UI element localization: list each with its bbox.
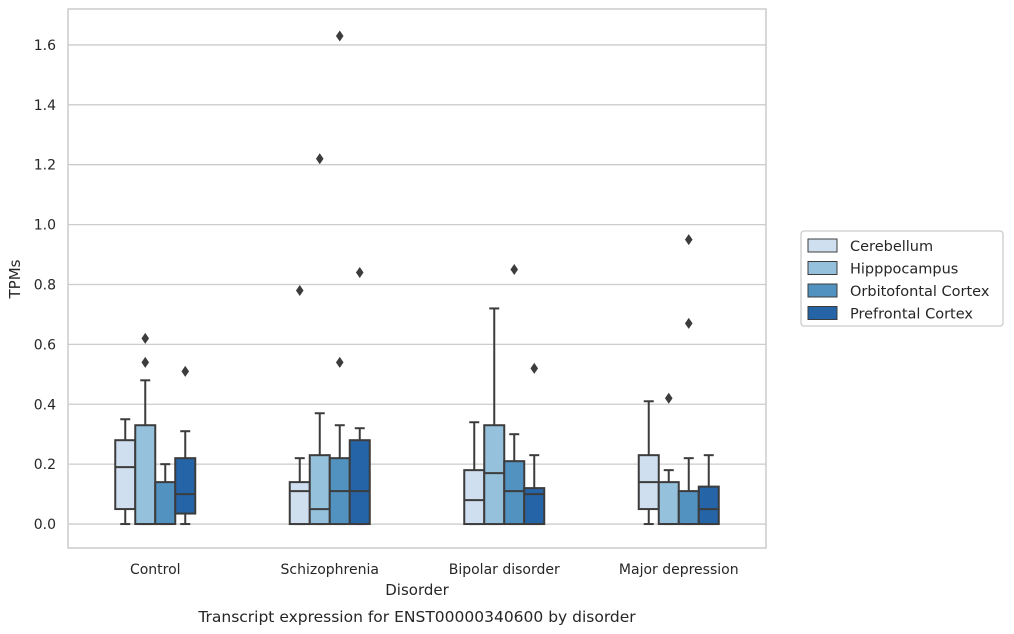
legend-swatch xyxy=(807,306,838,320)
y-tick-label: 0.0 xyxy=(34,517,56,533)
box-orbitofontal-cortex xyxy=(154,463,177,526)
outlier-point xyxy=(510,264,519,276)
box-rect xyxy=(503,460,526,526)
box-prefrontal-cortex xyxy=(348,267,371,526)
box-rect xyxy=(308,454,331,526)
plot-frame xyxy=(67,8,767,549)
y-tick-label: 0.8 xyxy=(34,277,56,293)
outlier-point xyxy=(664,392,673,404)
box-cerebellum xyxy=(637,400,660,526)
box-rect xyxy=(134,424,157,526)
y-tick-labels: 0.0 0.2 0.4 0.6 0.8 1.0 1.2 1.4 1.6 xyxy=(34,38,56,533)
x-tick-labels: Control Schizophrenia Bipolar disorder Majo… xyxy=(130,562,739,578)
box-prefrontal-cortex xyxy=(697,454,720,526)
box-rect xyxy=(483,424,506,526)
boxes xyxy=(114,30,720,526)
box-cerebellum xyxy=(288,284,311,526)
chart-caption: Transcript expression for ENST0000034060… xyxy=(197,608,636,626)
x-tick-label: Bipolar disorder xyxy=(449,562,560,578)
legend-swatch xyxy=(807,261,838,275)
y-tick-label: 1.6 xyxy=(34,38,56,54)
box-rect xyxy=(174,457,197,515)
box-hipppocampus xyxy=(134,332,157,526)
box-rect xyxy=(697,485,720,526)
outlier-point xyxy=(530,362,539,374)
box-orbitofontal-cortex xyxy=(677,234,700,526)
box-prefrontal-cortex xyxy=(174,365,197,526)
gridlines xyxy=(68,44,766,525)
box-rect xyxy=(523,487,546,526)
y-tick-label: 1.0 xyxy=(34,218,56,234)
box-rect xyxy=(114,439,137,511)
y-tick-label: 0.2 xyxy=(34,457,56,473)
box-rect xyxy=(677,490,700,526)
box-rect xyxy=(348,439,371,526)
box-rect xyxy=(288,481,311,526)
box-hipppocampus xyxy=(308,153,331,526)
box-cerebellum xyxy=(114,418,137,526)
box-orbitofontal-cortex xyxy=(503,264,526,526)
box-hipppocampus xyxy=(483,307,506,526)
x-tick-label: Schizophrenia xyxy=(281,562,379,578)
legend-swatch xyxy=(807,283,838,298)
outlier-point xyxy=(684,317,693,329)
box-rect xyxy=(463,469,486,526)
box-prefrontal-cortex xyxy=(523,362,546,526)
outlier-point xyxy=(355,267,364,279)
legend-label: Orbitofontal Cortex xyxy=(850,284,990,300)
x-tick-label: Major depression xyxy=(619,562,739,578)
y-tick-label: 0.4 xyxy=(34,397,56,413)
outlier-point xyxy=(295,284,304,296)
legend: Cerebellum Hipppocampus Orbitofontal Corte… xyxy=(800,230,1004,327)
outlier-point xyxy=(335,356,344,368)
legend-label: Cerebellum xyxy=(850,239,933,255)
x-axis-title: Disorder xyxy=(385,581,449,599)
y-tick-label: 1.4 xyxy=(34,98,56,114)
x-tick-label: Control xyxy=(130,562,181,578)
box-orbitofontal-cortex xyxy=(328,30,351,526)
outlier-point xyxy=(181,365,190,377)
outlier-point xyxy=(684,234,693,246)
y-axis-title: TPMs xyxy=(6,259,24,299)
legend-frame xyxy=(800,230,1004,327)
legend-swatch xyxy=(807,238,838,253)
y-tick-label: 0.6 xyxy=(34,337,56,353)
legend-label: Hipppocampus xyxy=(850,262,958,278)
outlier-point xyxy=(315,153,324,165)
outlier-point xyxy=(141,356,150,368)
box-hipppocampus xyxy=(657,392,680,526)
box-cerebellum xyxy=(463,421,486,526)
outlier-point xyxy=(335,30,344,42)
y-tick-label: 1.2 xyxy=(34,158,56,174)
box-rect xyxy=(154,481,177,526)
box-rect xyxy=(657,481,680,526)
legend-label: Prefrontal Cortex xyxy=(850,307,973,323)
outlier-point xyxy=(141,332,150,344)
